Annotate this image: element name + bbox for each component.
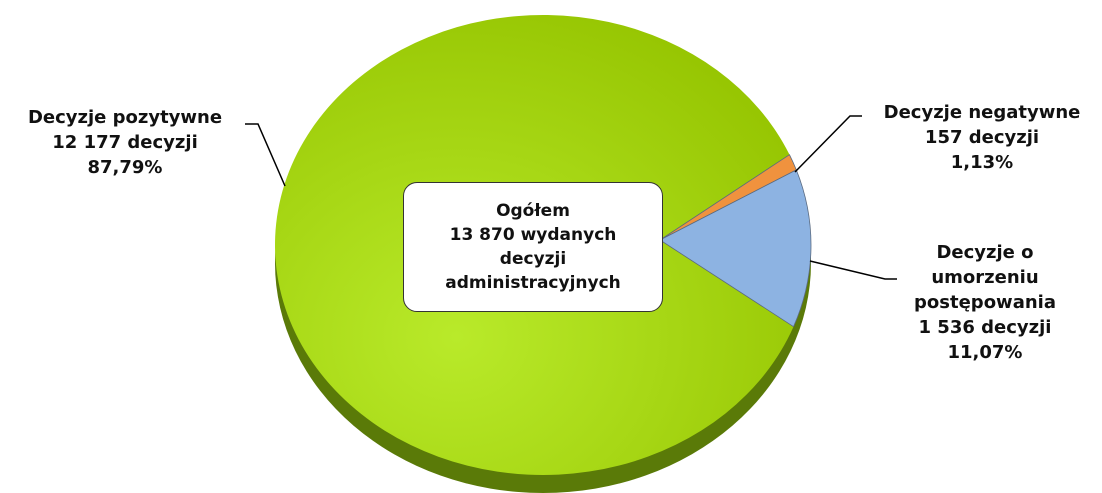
annotation-line: administracyjnych bbox=[445, 273, 621, 293]
category-label: Decyzje o umorzeniu postępowania bbox=[914, 242, 1056, 313]
annotation-box: Ogółem 13 870 wydanych decyzji administracy… bbox=[403, 182, 663, 312]
annotation-line: decyzji bbox=[499, 249, 567, 269]
leader-line bbox=[794, 115, 862, 173]
value-label: 87,79% bbox=[87, 157, 163, 178]
category-label: Decyzje pozytywne bbox=[27, 107, 223, 128]
leader-line bbox=[245, 123, 286, 187]
slice-label: Decyzje negatywne 157 decyzji 1,13% bbox=[862, 100, 1102, 175]
annotation-line: Ogółem bbox=[496, 201, 570, 221]
leader-line bbox=[809, 260, 897, 280]
count-label: 12 177 decyzji bbox=[52, 132, 198, 153]
slice-label: Decyzje o umorzeniu postępowania 1 536 d… bbox=[880, 240, 1090, 365]
pie-slice bbox=[659, 169, 812, 328]
value-label: 1,13% bbox=[950, 152, 1014, 173]
value-label: 11,07% bbox=[947, 342, 1023, 363]
slice-label: Decyzje pozytywne 12 177 decyzji 87,79% bbox=[0, 105, 250, 180]
count-label: 1 536 decyzji bbox=[918, 317, 1052, 338]
count-label: 157 decyzji bbox=[924, 127, 1040, 148]
category-label: Decyzje negatywne bbox=[883, 102, 1081, 123]
annotation-line: 13 870 wydanych bbox=[449, 225, 617, 245]
